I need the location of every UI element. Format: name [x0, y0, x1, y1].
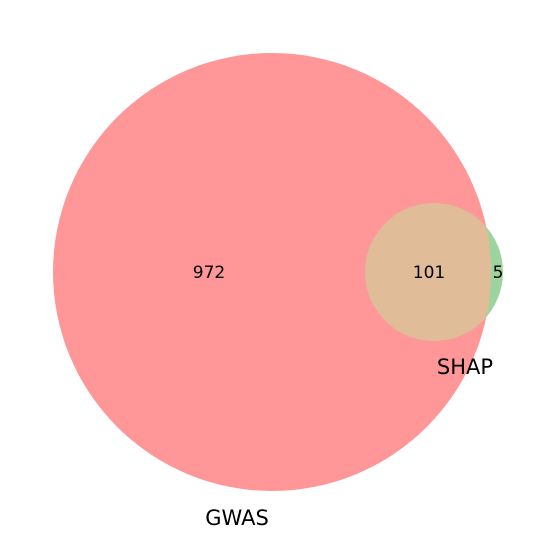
overlap-count: 101 — [413, 263, 445, 283]
gwas-circle — [53, 53, 491, 491]
gwas-set-label: GWAS — [205, 506, 269, 530]
gwas-only-count: 972 — [193, 263, 225, 283]
shap-set-label: SHAP — [437, 355, 493, 379]
overlap-region — [365, 203, 491, 341]
shap-only-count: 5 — [493, 263, 504, 283]
